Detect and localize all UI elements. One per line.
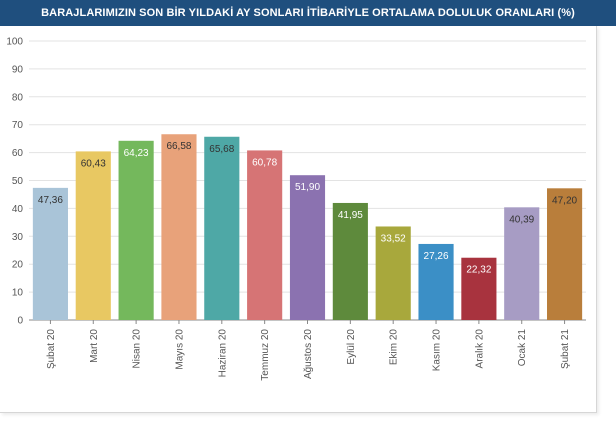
data-label: 51,90 <box>295 182 320 193</box>
data-label: 65,68 <box>209 144 234 155</box>
bar-chart: 0 10 20 30 40 50 60 70 80 90 100 47,36 Şubat 20 60,43… <box>6 37 586 381</box>
bar <box>118 140 154 320</box>
x-tick-label: Ekim 20 <box>389 329 400 366</box>
x-tick-label: Kasım 20 <box>432 329 443 372</box>
x-tick-label: Nisan 20 <box>132 329 143 369</box>
data-label: 22,32 <box>466 265 491 276</box>
chart-panel: 0 10 20 30 40 50 60 70 80 90 100 47,36 Şubat 20 60,43… <box>0 26 597 413</box>
bar <box>32 187 68 320</box>
y-tick-label: 100 <box>6 37 23 48</box>
bar <box>247 150 283 320</box>
y-tick-label: 80 <box>12 92 24 103</box>
x-tick-label: Mayıs 20 <box>174 329 185 370</box>
bar <box>75 151 111 320</box>
bar <box>504 207 540 320</box>
bar <box>204 136 240 320</box>
y-tick-label: 0 <box>17 316 23 327</box>
x-tick-label: Şubat 20 <box>46 329 57 369</box>
bar <box>547 188 583 320</box>
data-label: 40,39 <box>509 214 534 225</box>
y-tick-label: 30 <box>12 232 24 243</box>
x-tick-label: Eylül 20 <box>346 329 357 365</box>
chart-title: BARAJLARIMIZIN SON BİR YILDAKİ AY SONLAR… <box>41 7 575 19</box>
bar <box>418 243 454 320</box>
y-tick-label: 40 <box>12 204 24 215</box>
bar <box>375 226 411 320</box>
x-tick-label: Haziran 20 <box>217 329 228 378</box>
y-tick-label: 10 <box>12 288 24 299</box>
x-tick-label: Ağustos 20 <box>303 329 314 379</box>
bar <box>461 257 497 320</box>
x-tick-label: Ocak 21 <box>517 329 528 367</box>
x-tick-label: Mart 20 <box>89 329 100 363</box>
y-tick-label: 90 <box>12 64 24 75</box>
title-bar: BARAJLARIMIZIN SON BİR YILDAKİ AY SONLAR… <box>0 0 616 26</box>
bar <box>332 202 368 320</box>
y-tick-label: 60 <box>12 148 24 159</box>
x-tick-label: Temmuz 20 <box>260 329 271 381</box>
y-tick-label: 50 <box>12 176 24 187</box>
data-label: 47,36 <box>38 195 63 206</box>
data-label: 64,23 <box>124 148 149 159</box>
y-tick-label: 20 <box>12 260 24 271</box>
data-label: 41,95 <box>338 210 363 221</box>
data-label: 47,20 <box>552 195 577 206</box>
data-label: 33,52 <box>381 233 406 244</box>
data-label: 27,26 <box>424 251 449 262</box>
x-tick-label: Şubat 21 <box>560 329 571 369</box>
data-label: 60,78 <box>252 157 277 168</box>
bar <box>161 134 197 320</box>
y-tick-label: 70 <box>12 120 24 131</box>
data-label: 60,43 <box>81 158 106 169</box>
x-tick-label: Aralık 20 <box>474 329 485 369</box>
bar <box>289 175 326 320</box>
data-label: 66,58 <box>166 141 191 152</box>
